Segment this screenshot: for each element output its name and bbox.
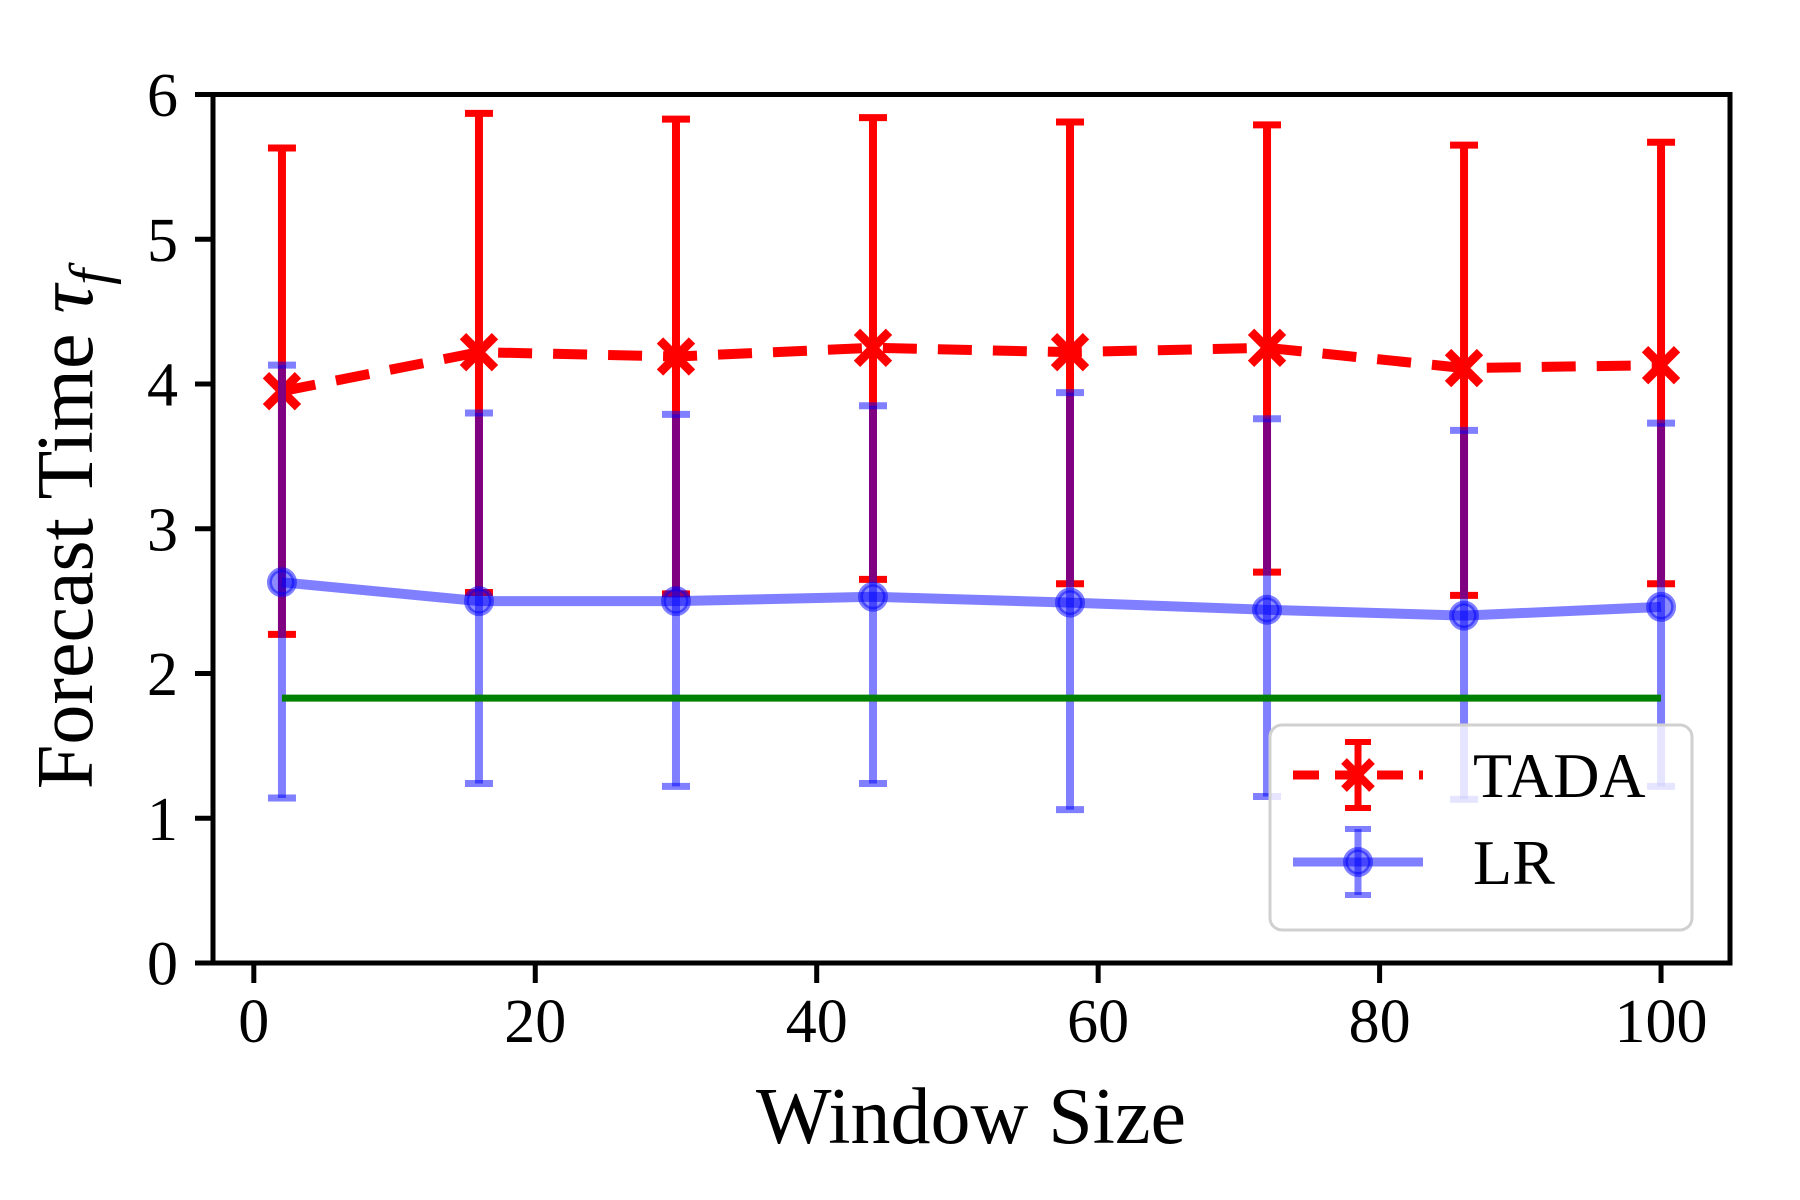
lr-series [266,361,1677,814]
legend: TADA LR [1268,723,1694,932]
tada-line [280,342,1662,397]
legend-label-lr: LR [1473,827,1555,898]
tada-marker [1050,332,1090,372]
lr-marker [857,581,888,612]
tau-subscript: f [59,268,123,285]
y-tick-label: 6 [147,62,178,130]
legend-label-tada: TADA [1473,740,1646,811]
legend-sample-marker [1341,758,1375,792]
legend-entry-tada: TADA [1293,739,1646,811]
x-tick-label: 0 [238,988,269,1056]
tau-symbol: τ [21,284,110,314]
y-tick-label: 5 [147,207,178,275]
x-tick-label: 80 [1349,988,1411,1056]
tada-marker [853,328,893,367]
legend-box [1268,723,1694,932]
axes-spines [210,92,1733,966]
y-axis-label: Forecast Time τf [21,269,123,789]
tada-marker [459,332,499,372]
tada-marker [1444,348,1484,388]
legend-entry-lr: LR [1293,826,1555,898]
y-tick-label: 3 [147,496,178,564]
axis-ticks: 0 20 40 60 80 100 0 1 2 3 4 5 6 [147,62,1708,1056]
lr-line [281,577,1662,621]
lr-marker [1646,591,1677,622]
x-tick-label: 40 [786,988,848,1056]
x-tick-label: 20 [504,988,566,1056]
tada-marker [1641,346,1681,385]
x-tick-label: 100 [1615,988,1708,1056]
tada-marker [1247,328,1287,367]
y-tick-label: 1 [147,786,178,854]
lr-marker [1055,587,1086,618]
y-tick-label: 4 [147,352,178,420]
lr-marker [660,586,691,617]
tada-marker [656,337,696,376]
y-tick-label: 2 [147,641,178,709]
lr-marker [1449,600,1480,631]
y-axis-label-text: Forecast Time [21,313,110,790]
lr-marker [266,567,297,598]
y-tick-label: 0 [147,931,178,999]
x-tick-label: 60 [1067,988,1129,1056]
legend-sample-marker [1343,847,1373,877]
lr-marker [1252,594,1283,625]
x-axis-label: Window Size [755,1073,1187,1161]
lr-marker [463,586,494,617]
